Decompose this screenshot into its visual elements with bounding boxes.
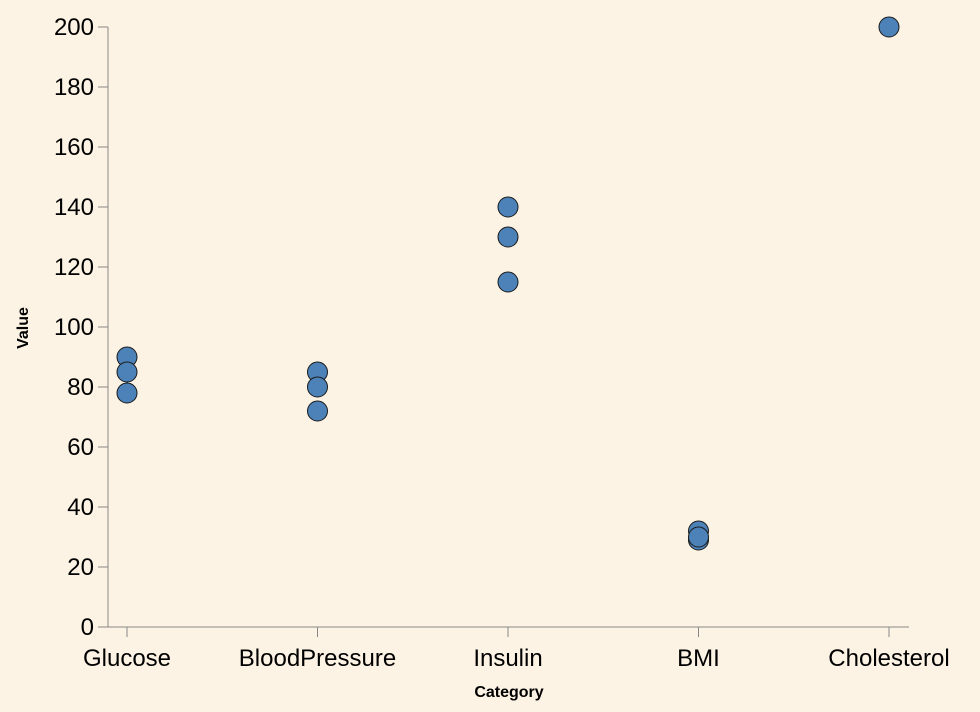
y-tick-label: 0 — [81, 614, 94, 641]
data-point — [497, 271, 519, 293]
y-tick-label: 60 — [67, 434, 94, 461]
y-axis: 0 20 40 60 80 100 120 140 160 180 200 — [54, 14, 109, 641]
x-axis-title: Category — [474, 684, 543, 701]
data-point — [116, 382, 138, 404]
x-tick-label: BMI — [677, 645, 720, 672]
y-tick-label: 80 — [67, 374, 94, 401]
x-tick-label: Insulin — [473, 645, 542, 672]
x-axis: Glucose BloodPressure Insulin BMI Cholestero… — [83, 626, 950, 672]
y-tick-label: 200 — [54, 14, 94, 41]
y-tick-label: 180 — [54, 74, 94, 101]
x-tick-label: BloodPressure — [239, 645, 396, 672]
x-tick-label: Cholesterol — [828, 645, 949, 672]
data-point — [688, 526, 709, 548]
x-tick-label: Glucose — [83, 645, 171, 672]
data-point — [497, 226, 519, 248]
y-tick-label: 140 — [54, 194, 94, 221]
data-point — [307, 376, 328, 398]
y-tick-label: 40 — [67, 494, 94, 521]
data-point — [497, 196, 519, 218]
data-point — [878, 16, 900, 38]
y-tick-label: 20 — [67, 554, 94, 581]
data-point — [307, 400, 328, 422]
y-tick-label: 160 — [54, 134, 94, 161]
y-tick-label: 100 — [54, 314, 94, 341]
data-point — [116, 361, 138, 383]
y-axis-title: Value — [15, 307, 32, 349]
data-points — [116, 16, 900, 551]
y-tick-label: 120 — [54, 254, 94, 281]
